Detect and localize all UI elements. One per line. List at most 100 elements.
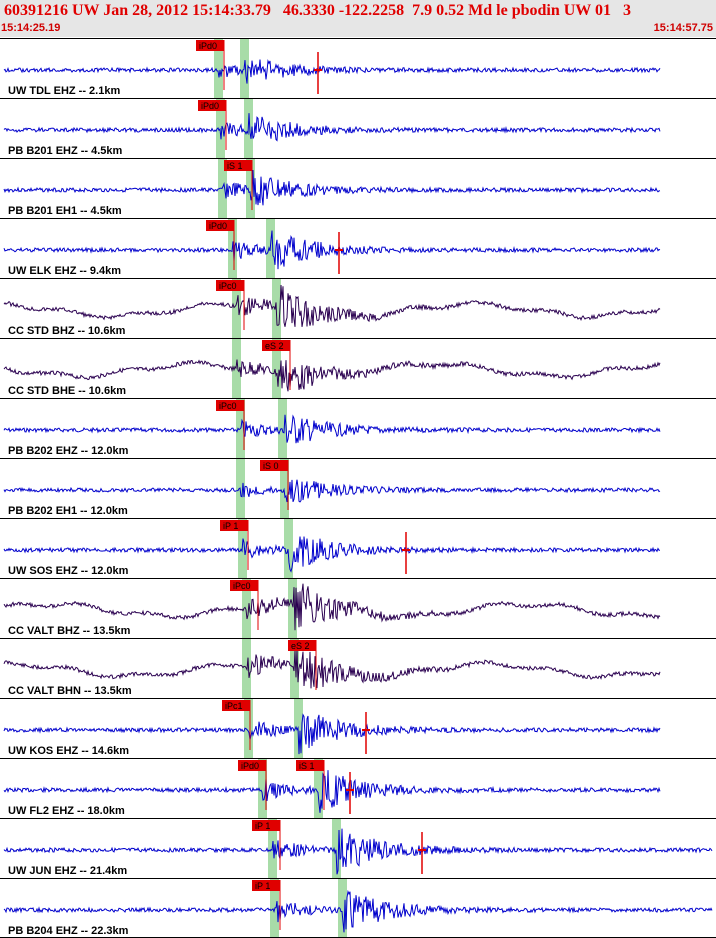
pick-flag[interactable]: iS 0 bbox=[260, 460, 289, 510]
station-label: CC STD BHE -- 10.6km bbox=[8, 385, 126, 397]
trace-panel[interactable]: iS 1 PB B201 EH1 -- 4.5km bbox=[0, 158, 716, 219]
waveform bbox=[3, 359, 661, 392]
pick-flag[interactable]: iPc1 bbox=[222, 700, 251, 750]
p-window bbox=[216, 99, 225, 158]
pick-box bbox=[224, 160, 252, 171]
s-window bbox=[332, 819, 341, 878]
pick-flag[interactable]: iPd0 bbox=[206, 220, 235, 270]
pick-label: iPc0 bbox=[219, 281, 237, 291]
pick-flag[interactable]: eS 2 bbox=[288, 640, 317, 690]
trace-panel[interactable]: iPd0 UW TDL EHZ -- 2.1km bbox=[0, 38, 716, 99]
s-window bbox=[288, 579, 297, 638]
pick-box bbox=[222, 700, 250, 711]
waveform bbox=[3, 479, 661, 503]
pick-flag[interactable]: iPd0 bbox=[198, 100, 227, 150]
pick-label: iPc0 bbox=[233, 581, 251, 591]
station-label: PB B202 EHZ -- 12.0km bbox=[8, 445, 129, 457]
trace-panel[interactable]: iPc0 CC VALT BHZ -- 13.5km bbox=[0, 578, 716, 639]
waveform bbox=[3, 113, 661, 142]
s-window bbox=[338, 879, 347, 938]
station-label: UW KOS EHZ -- 14.6km bbox=[8, 745, 129, 757]
s-window bbox=[278, 399, 287, 458]
pick-flag[interactable]: iP 1 bbox=[252, 820, 281, 870]
pick-label: iPc1 bbox=[225, 701, 243, 711]
pick-flag[interactable]: iS 1 bbox=[296, 760, 325, 810]
s-window bbox=[284, 519, 293, 578]
station-label: PB B204 EHZ -- 22.3km bbox=[8, 925, 129, 937]
pick-box bbox=[196, 40, 224, 51]
trace-panel[interactable]: iP 1 PB B204 EHZ -- 22.3km bbox=[0, 878, 716, 938]
pick-label: eS 2 bbox=[291, 641, 310, 651]
pick-flag[interactable]: iPd0 bbox=[196, 40, 225, 90]
station-label: UW FL2 EHZ -- 18.0km bbox=[8, 805, 125, 817]
trace-panel[interactable]: iP 1 UW SOS EHZ -- 12.0km bbox=[0, 518, 716, 579]
pick-flag[interactable]: iS 1 bbox=[224, 160, 253, 210]
s-window bbox=[314, 759, 323, 818]
pick-flag[interactable]: eS 2 bbox=[262, 340, 291, 390]
pick-flag[interactable]: iP 1 bbox=[252, 880, 281, 930]
trace-panel[interactable]: eS 2 CC STD BHE -- 10.6km bbox=[0, 338, 716, 399]
station-label: PB B201 EH1 -- 4.5km bbox=[8, 205, 122, 217]
p-window bbox=[258, 759, 267, 818]
pick-flag[interactable]: iPc0 bbox=[216, 400, 245, 450]
trace-panel[interactable]: iPd0 PB B201 EHZ -- 4.5km bbox=[0, 98, 716, 159]
trace-panel[interactable]: iP 1 UW JUN EHZ -- 21.4km bbox=[0, 818, 716, 879]
pick-box bbox=[220, 520, 248, 531]
pick-label: iPd0 bbox=[199, 41, 217, 51]
seismogram-plot[interactable]: iPd0 UW TDL EHZ -- 2.1km iPd0 PB B201 EHZ -… bbox=[0, 38, 716, 938]
trace-panel[interactable]: eS 2 CC VALT BHN -- 13.5km bbox=[0, 638, 716, 699]
pick-box bbox=[216, 280, 244, 291]
trace-panel[interactable]: iPd0 iS 1 UW FL2 EHZ -- 18.0km bbox=[0, 758, 716, 819]
trace-panel[interactable]: iS 0 PB B202 EH1 -- 12.0km bbox=[0, 458, 716, 519]
pick-box bbox=[252, 820, 280, 831]
pick-label: iPd0 bbox=[241, 761, 259, 771]
trace-panel[interactable]: iPd0 UW ELK EHZ -- 9.4km bbox=[0, 218, 716, 279]
waveform bbox=[3, 583, 661, 631]
pick-box bbox=[260, 460, 288, 471]
trace-panel[interactable]: iPc0 PB B202 EHZ -- 12.0km bbox=[0, 398, 716, 459]
trace-panel[interactable]: iPc1 UW KOS EHZ -- 14.6km bbox=[0, 698, 716, 759]
pick-flag[interactable]: iPd0 bbox=[238, 760, 267, 810]
pick-box bbox=[230, 580, 258, 591]
event-header: 60391216 UW Jan 28, 2012 15:14:33.79 46.… bbox=[0, 0, 716, 37]
waveform bbox=[3, 536, 660, 573]
waveform bbox=[3, 770, 661, 813]
station-label: UW ELK EHZ -- 9.4km bbox=[8, 265, 121, 277]
waveform bbox=[3, 713, 661, 755]
station-label: UW JUN EHZ -- 21.4km bbox=[8, 865, 127, 877]
pick-flag[interactable]: iPc0 bbox=[216, 280, 245, 330]
p-window bbox=[232, 339, 241, 398]
pick-flag[interactable]: iPc0 bbox=[230, 580, 259, 630]
p-window bbox=[242, 579, 251, 638]
pick-box bbox=[198, 100, 226, 111]
pick-box bbox=[288, 640, 316, 651]
pick-label: iP 1 bbox=[223, 521, 238, 531]
pick-label: eS 2 bbox=[265, 341, 284, 351]
waveform bbox=[3, 648, 661, 689]
pick-flag[interactable]: iP 1 bbox=[220, 520, 249, 570]
station-label: CC STD BHZ -- 10.6km bbox=[8, 325, 126, 337]
end-time-label: 15:14:57.75 bbox=[653, 22, 713, 34]
waveform bbox=[3, 169, 661, 206]
station-label: UW SOS EHZ -- 12.0km bbox=[8, 565, 129, 577]
pick-label: iP 1 bbox=[255, 881, 270, 891]
pick-label: iS 1 bbox=[299, 761, 315, 771]
pick-label: iPc0 bbox=[219, 401, 237, 411]
station-label: PB B201 EHZ -- 4.5km bbox=[8, 145, 123, 157]
start-time-label: 15:14:25.19 bbox=[1, 22, 61, 34]
station-label: CC VALT BHN -- 13.5km bbox=[8, 685, 132, 697]
waveform bbox=[3, 59, 661, 84]
waveform bbox=[3, 828, 713, 875]
trace-panel[interactable]: iPc0 CC STD BHZ -- 10.6km bbox=[0, 278, 716, 339]
p-window bbox=[244, 699, 253, 758]
waveform bbox=[3, 414, 661, 444]
pick-label: iPd0 bbox=[209, 221, 227, 231]
station-label: CC VALT BHZ -- 13.5km bbox=[8, 625, 131, 637]
waveform bbox=[3, 230, 661, 270]
event-title: 60391216 UW Jan 28, 2012 15:14:33.79 46.… bbox=[4, 2, 631, 19]
pick-label: iP 1 bbox=[255, 821, 270, 831]
s-window bbox=[246, 159, 255, 218]
pick-box bbox=[252, 880, 280, 891]
pick-box bbox=[262, 340, 290, 351]
p-window bbox=[214, 39, 223, 98]
